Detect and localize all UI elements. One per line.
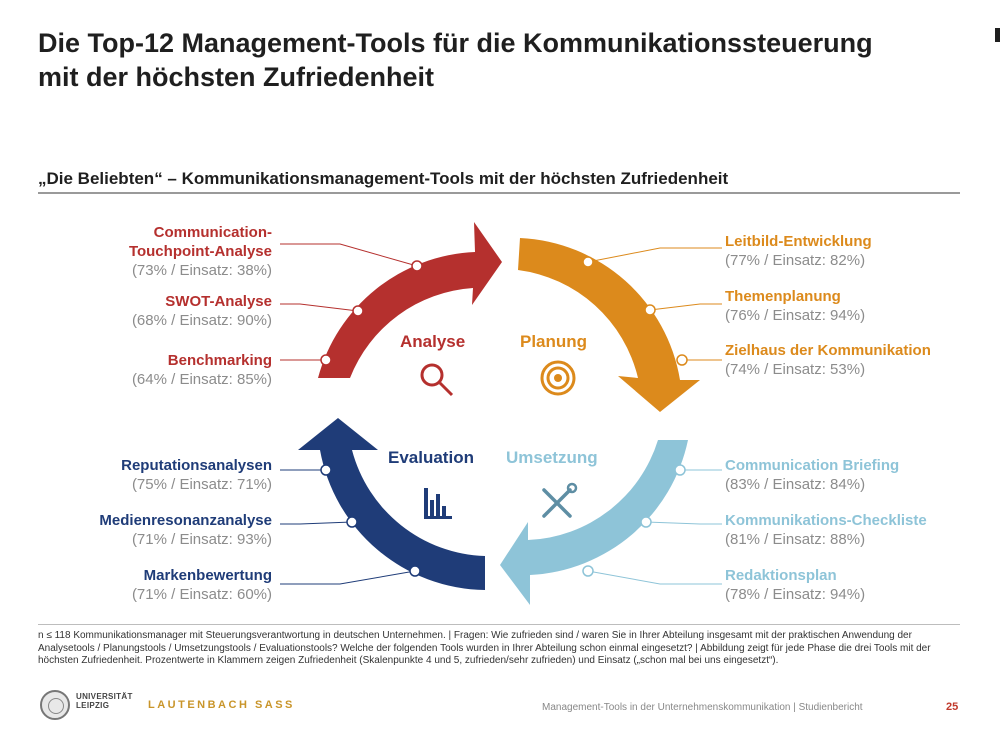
tool-kommunikations-checkliste: Kommunikations-Checkliste (81% / Einsatz… (725, 511, 927, 549)
analyse-nodes (320, 260, 423, 366)
tool-stat: (64% / Einsatz: 85%) (131, 371, 272, 388)
evaluation-nodes (320, 464, 421, 577)
tool-stat: (83% / Einsatz: 84%) (725, 476, 866, 493)
university-line-2: LEIPZIG (76, 701, 110, 710)
tool-stat: (81% / Einsatz: 88%) (725, 531, 866, 548)
umsetzung-nodes (582, 464, 686, 577)
page-title-line-2: mit der höchsten Zufriedenheit (38, 62, 435, 92)
tool-reputationsanalysen: Reputationsanalysen (75% / Einsatz: 71%) (121, 456, 272, 494)
university-line-1: UNIVERSITÄT (76, 692, 133, 701)
university-seal-icon (40, 690, 70, 720)
brand-logo: LAUTENBACH SASS (148, 699, 295, 711)
subtitle-rule (38, 192, 960, 194)
tool-name-line-2: Touchpoint-Analyse (128, 243, 272, 260)
tool-stat: (74% / Einsatz: 53%) (725, 361, 866, 378)
tool-benchmarking: Benchmarking (64% / Einsatz: 85%) (132, 351, 272, 389)
phase-label-umsetzung: Umsetzung (506, 448, 598, 467)
university-logo-text: UNIVERSITÄT LEIPZIG (76, 692, 133, 710)
tool-redaktionsplan: Redaktionsplan (78% / Einsatz: 94%) (725, 566, 865, 604)
tool-name: Markenbewertung (143, 567, 272, 584)
target-icon (540, 360, 576, 396)
tool-leitbild-entwicklung: Leitbild-Entwicklung (77% / Einsatz: 82%… (725, 232, 872, 270)
tool-name: Medienresonanzanalyse (99, 512, 272, 529)
section-subtitle: „Die Beliebten“ – Kommunikationsmanageme… (38, 169, 729, 188)
tool-name: Leitbild-Entwicklung (725, 233, 872, 250)
tool-markenbewertung: Markenbewertung (71% / Einsatz: 60%) (132, 566, 272, 604)
phase-label-planung: Planung (520, 332, 588, 351)
tool-stat: (75% / Einsatz: 71%) (131, 476, 272, 493)
tool-stat: (71% / Einsatz: 60%) (131, 586, 272, 603)
tool-name: Themenplanung (725, 288, 841, 305)
tool-communication-briefing: Communication Briefing (83% / Einsatz: 8… (725, 456, 899, 494)
tool-swot-analyse: SWOT-Analyse (68% / Einsatz: 90%) (132, 292, 272, 330)
evaluation-connectors (280, 469, 416, 585)
tool-name: Communication- (153, 224, 272, 241)
page-number: 25 (946, 701, 959, 713)
evaluation-arrow (298, 418, 485, 590)
page-title: Die Top-12 Management-Tools für die Komm… (38, 26, 978, 94)
tool-themenplanung: Themenplanung (76% / Einsatz: 94%) (725, 287, 865, 325)
corner-marker (995, 28, 1000, 42)
tool-name: Communication Briefing (725, 457, 900, 474)
planung-arrow (518, 238, 700, 412)
page-title-line-1: Die Top-12 Management-Tools für die Komm… (38, 28, 873, 58)
tool-stat: (78% / Einsatz: 94%) (725, 586, 866, 603)
tool-zielhaus-der-kommunikation: Zielhaus der Kommunikation (74% / Einsat… (725, 341, 931, 379)
tool-communication-touchpoint-analyse: Communication- Touchpoint-Analyse (73% /… (129, 223, 272, 280)
tool-stat: (73% / Einsatz: 38%) (131, 262, 272, 279)
tool-stat: (71% / Einsatz: 93%) (131, 531, 272, 548)
magnifier-icon (420, 363, 454, 397)
tool-name: Reputationsanalysen (121, 457, 272, 474)
planung-nodes (582, 256, 688, 366)
tool-name: Kommunikations-Checkliste (725, 512, 927, 529)
footnote-rule (38, 624, 960, 625)
phase-label-evaluation: Evaluation (388, 448, 474, 467)
bar-chart-icon (424, 488, 452, 519)
phase-label-analyse: Analyse (400, 332, 466, 351)
report-name: Management-Tools in der Unternehmenskomm… (542, 702, 863, 713)
umsetzung-connectors (587, 469, 722, 585)
planung-connectors (587, 247, 722, 361)
tool-name: Redaktionsplan (725, 567, 837, 584)
tool-stat: (76% / Einsatz: 94%) (725, 307, 866, 324)
analyse-arrow (318, 222, 502, 378)
tool-name: Zielhaus der Kommunikation (725, 342, 931, 359)
tool-stat: (77% / Einsatz: 82%) (725, 252, 866, 269)
tool-medienresonanzanalyse: Medienresonanzanalyse (71% / Einsatz: 93… (99, 511, 272, 549)
tool-stat: (68% / Einsatz: 90%) (131, 312, 272, 329)
footnote: n ≤ 118 Kommunikationsmanager mit Steuer… (38, 630, 931, 666)
analyse-connectors (280, 243, 418, 361)
tool-name: Benchmarking (167, 352, 272, 369)
umsetzung-arrow (500, 440, 688, 605)
tool-name: SWOT-Analyse (165, 293, 272, 310)
tools-icon (542, 482, 578, 518)
